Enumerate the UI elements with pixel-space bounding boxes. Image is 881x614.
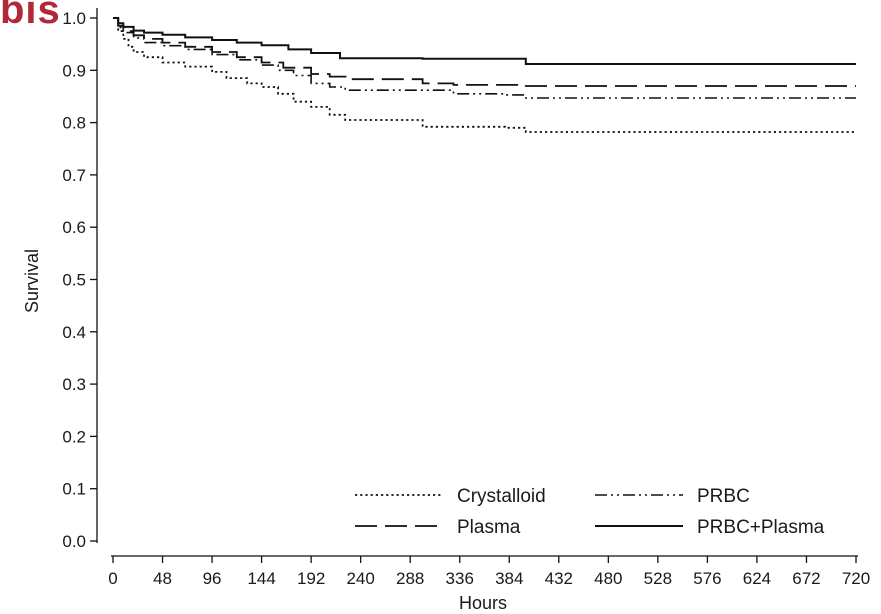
brand-logo: bis: [0, 0, 61, 32]
y-tick-label: 0.4: [62, 323, 86, 342]
series-line-plasma: [113, 17, 856, 87]
y-tick-label: 0.0: [62, 532, 86, 551]
x-tick-label: 144: [247, 569, 275, 588]
series-line-crystalloid: [113, 17, 856, 133]
legend: Crystalloid PRBC Plasma PRBC+Plasma: [355, 486, 825, 538]
x-tick-label: 576: [693, 569, 721, 588]
x-tick-label: 192: [297, 569, 325, 588]
x-tick-label: 0: [108, 569, 117, 588]
series-lines: [113, 17, 856, 133]
y-tick-label: 0.7: [62, 166, 86, 185]
x-tick-label: 528: [644, 569, 672, 588]
y-tick-label: 0.8: [62, 114, 86, 133]
y-tick-label: 1.0: [62, 9, 86, 28]
x-tick-label: 720: [842, 569, 870, 588]
y-tick-label: 0.5: [62, 271, 86, 290]
x-axis-title: Hours: [459, 593, 507, 613]
y-tick-label: 0.2: [62, 427, 86, 446]
y-tick-label: 0.1: [62, 480, 86, 499]
legend-label: Crystalloid: [457, 486, 546, 507]
x-tick-label: 384: [495, 569, 523, 588]
y-tick-label: 0.6: [62, 218, 86, 237]
x-tick-label: 672: [792, 569, 820, 588]
y-tick-label: 0.3: [62, 375, 86, 394]
x-tick-label: 288: [396, 569, 424, 588]
legend-label: PRBC: [697, 486, 750, 507]
legend-label: Plasma: [457, 517, 521, 538]
axes: 0.0 0.1 0.2 0.3 0.4 0.5 0.6 0.7 0.8 0.9 1.0 0 48 96 14…: [62, 8, 870, 588]
x-tick-label: 240: [346, 569, 374, 588]
legend-label: PRBC+Plasma: [697, 517, 825, 538]
y-axis-title: Survival: [22, 249, 42, 313]
x-tick-label: 48: [153, 569, 172, 588]
x-tick-label: 624: [743, 569, 771, 588]
x-tick-label: 96: [203, 569, 222, 588]
x-tick-label: 480: [594, 569, 622, 588]
x-tick-label: 336: [446, 569, 474, 588]
y-tick-label: 0.9: [62, 61, 86, 80]
x-tick-label: 432: [545, 569, 573, 588]
series-line-prbc-plasma: [113, 17, 856, 65]
